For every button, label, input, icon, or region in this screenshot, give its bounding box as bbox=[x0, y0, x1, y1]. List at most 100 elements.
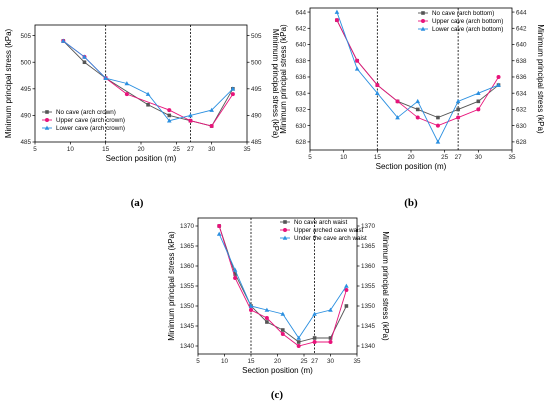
y-tick-label-right: 1370 bbox=[361, 223, 376, 230]
x-tick-label: 5 bbox=[196, 358, 200, 365]
y-tick-label-right: 638 bbox=[516, 58, 527, 65]
y-tick-label-right: 505 bbox=[251, 33, 262, 40]
legend-entry: Upper cave (arch bottom) bbox=[432, 18, 503, 25]
legend-entry: Under the cave arch waist bbox=[294, 235, 367, 242]
data-point bbox=[435, 123, 440, 128]
x-tick-label: 25 bbox=[300, 358, 308, 365]
y-tick-label-left: 638 bbox=[295, 58, 306, 65]
series-2 bbox=[334, 18, 501, 128]
y-tick-label-right: 500 bbox=[251, 59, 262, 66]
series-3 bbox=[216, 231, 349, 340]
data-point bbox=[188, 113, 193, 118]
y-tick-label-right: 1340 bbox=[361, 343, 376, 350]
y-tick-label-right: 634 bbox=[516, 90, 527, 97]
data-point bbox=[230, 92, 235, 97]
y-axis-label-right: Minimum principal stress (kPa) bbox=[536, 24, 545, 134]
data-point bbox=[265, 320, 269, 324]
series-line bbox=[218, 225, 347, 347]
y-tick-label-left: 1360 bbox=[180, 263, 195, 270]
chart-panel-3: 5 10 15 20 25 30 35 27 1340 1340 1345 1345 1350 1350 1… bbox=[167, 217, 390, 401]
series-3 bbox=[60, 38, 236, 123]
x-tick-label: 15 bbox=[102, 146, 110, 153]
y-tick-label-left: 485 bbox=[20, 139, 31, 146]
x-tick-label: 10 bbox=[340, 154, 348, 161]
y-tick-label-left: 1345 bbox=[180, 323, 195, 330]
data-point bbox=[415, 115, 420, 120]
data-point bbox=[375, 83, 380, 88]
chart-panel-1: 5 10 15 20 25 30 35 27 485 485 490 490 495 495 500 500 5… bbox=[4, 24, 280, 209]
legend: No cave (arch bottom)Upper cave (arch bo… bbox=[418, 10, 503, 33]
panel-label: (a) bbox=[131, 197, 144, 209]
data-point bbox=[248, 303, 254, 308]
data-point bbox=[476, 90, 481, 95]
data-point bbox=[60, 38, 66, 43]
x-tick-label: 20 bbox=[137, 146, 145, 153]
y-tick-label-left: 640 bbox=[295, 42, 306, 49]
y-axis-label-right: Minimum principal stress (kPa) bbox=[271, 29, 280, 139]
data-point bbox=[395, 99, 400, 104]
x-axis-label: Section position (m) bbox=[376, 162, 447, 171]
y-tick-label-right: 1365 bbox=[361, 243, 376, 250]
data-point bbox=[328, 307, 333, 312]
data-point bbox=[209, 124, 214, 129]
legend-marker bbox=[282, 235, 288, 240]
y-tick-label-right: 495 bbox=[251, 86, 262, 93]
series-line bbox=[218, 233, 347, 339]
data-point bbox=[296, 344, 301, 348]
y-tick-label-right: 644 bbox=[516, 9, 527, 16]
data-point bbox=[280, 311, 286, 316]
data-point bbox=[435, 139, 441, 144]
data-point bbox=[232, 267, 238, 272]
x-tick-label: 15 bbox=[374, 154, 382, 161]
data-point bbox=[476, 107, 481, 112]
data-point bbox=[334, 9, 340, 14]
y-tick-label-right: 1345 bbox=[361, 323, 376, 330]
legend-marker bbox=[44, 125, 50, 130]
y-tick-label-left: 636 bbox=[295, 74, 306, 81]
x-tick-label: 30 bbox=[208, 146, 216, 153]
data-point bbox=[395, 115, 400, 120]
data-point bbox=[188, 118, 193, 123]
y-axis-label-left: Minimum principal stress (kPa) bbox=[4, 28, 13, 138]
panel-label: (c) bbox=[271, 389, 284, 401]
y-tick-label-right: 636 bbox=[516, 74, 527, 81]
x-tick-label: 35 bbox=[353, 358, 361, 365]
data-point bbox=[124, 81, 130, 86]
legend-marker bbox=[45, 110, 49, 114]
legend-marker bbox=[421, 19, 425, 23]
data-point bbox=[344, 283, 349, 288]
data-point bbox=[233, 276, 238, 280]
data-point bbox=[355, 58, 360, 63]
data-point bbox=[249, 308, 253, 312]
y-tick-label-left: 630 bbox=[295, 123, 306, 130]
x-tick-label: 15 bbox=[247, 358, 255, 365]
data-point bbox=[436, 115, 440, 120]
data-point bbox=[209, 107, 214, 112]
y-tick-label-left: 642 bbox=[295, 25, 306, 32]
data-point bbox=[216, 231, 222, 236]
y-axis-label-left: Minimum principal stress (kPa) bbox=[279, 24, 288, 134]
data-point bbox=[312, 311, 317, 316]
y-axis-label-left: Minimum principal stress (kPa) bbox=[167, 231, 176, 341]
data-point bbox=[334, 18, 339, 23]
y-tick-label-left: 634 bbox=[295, 90, 306, 97]
data-point bbox=[264, 316, 269, 320]
legend-marker bbox=[421, 11, 425, 15]
y-tick-label-right: 628 bbox=[516, 139, 527, 146]
legend-marker bbox=[45, 118, 49, 122]
x-axis-label: Section position (m) bbox=[242, 366, 313, 375]
x-axis-label: Section position (m) bbox=[106, 154, 177, 163]
x-tick-label: 27 bbox=[187, 146, 195, 153]
y-tick-label-right: 1350 bbox=[361, 303, 376, 310]
data-point bbox=[344, 288, 349, 292]
data-point bbox=[415, 98, 421, 104]
y-tick-label-left: 1350 bbox=[180, 303, 195, 310]
y-tick-label-right: 1355 bbox=[361, 283, 376, 290]
x-tick-label: 5 bbox=[33, 146, 37, 153]
y-tick-label-left: 632 bbox=[295, 107, 306, 114]
data-point bbox=[415, 107, 420, 112]
y-tick-label-right: 630 bbox=[516, 123, 527, 130]
data-point bbox=[375, 90, 380, 95]
y-axis-label-right: Minimum principal stress (kPa) bbox=[381, 231, 390, 341]
